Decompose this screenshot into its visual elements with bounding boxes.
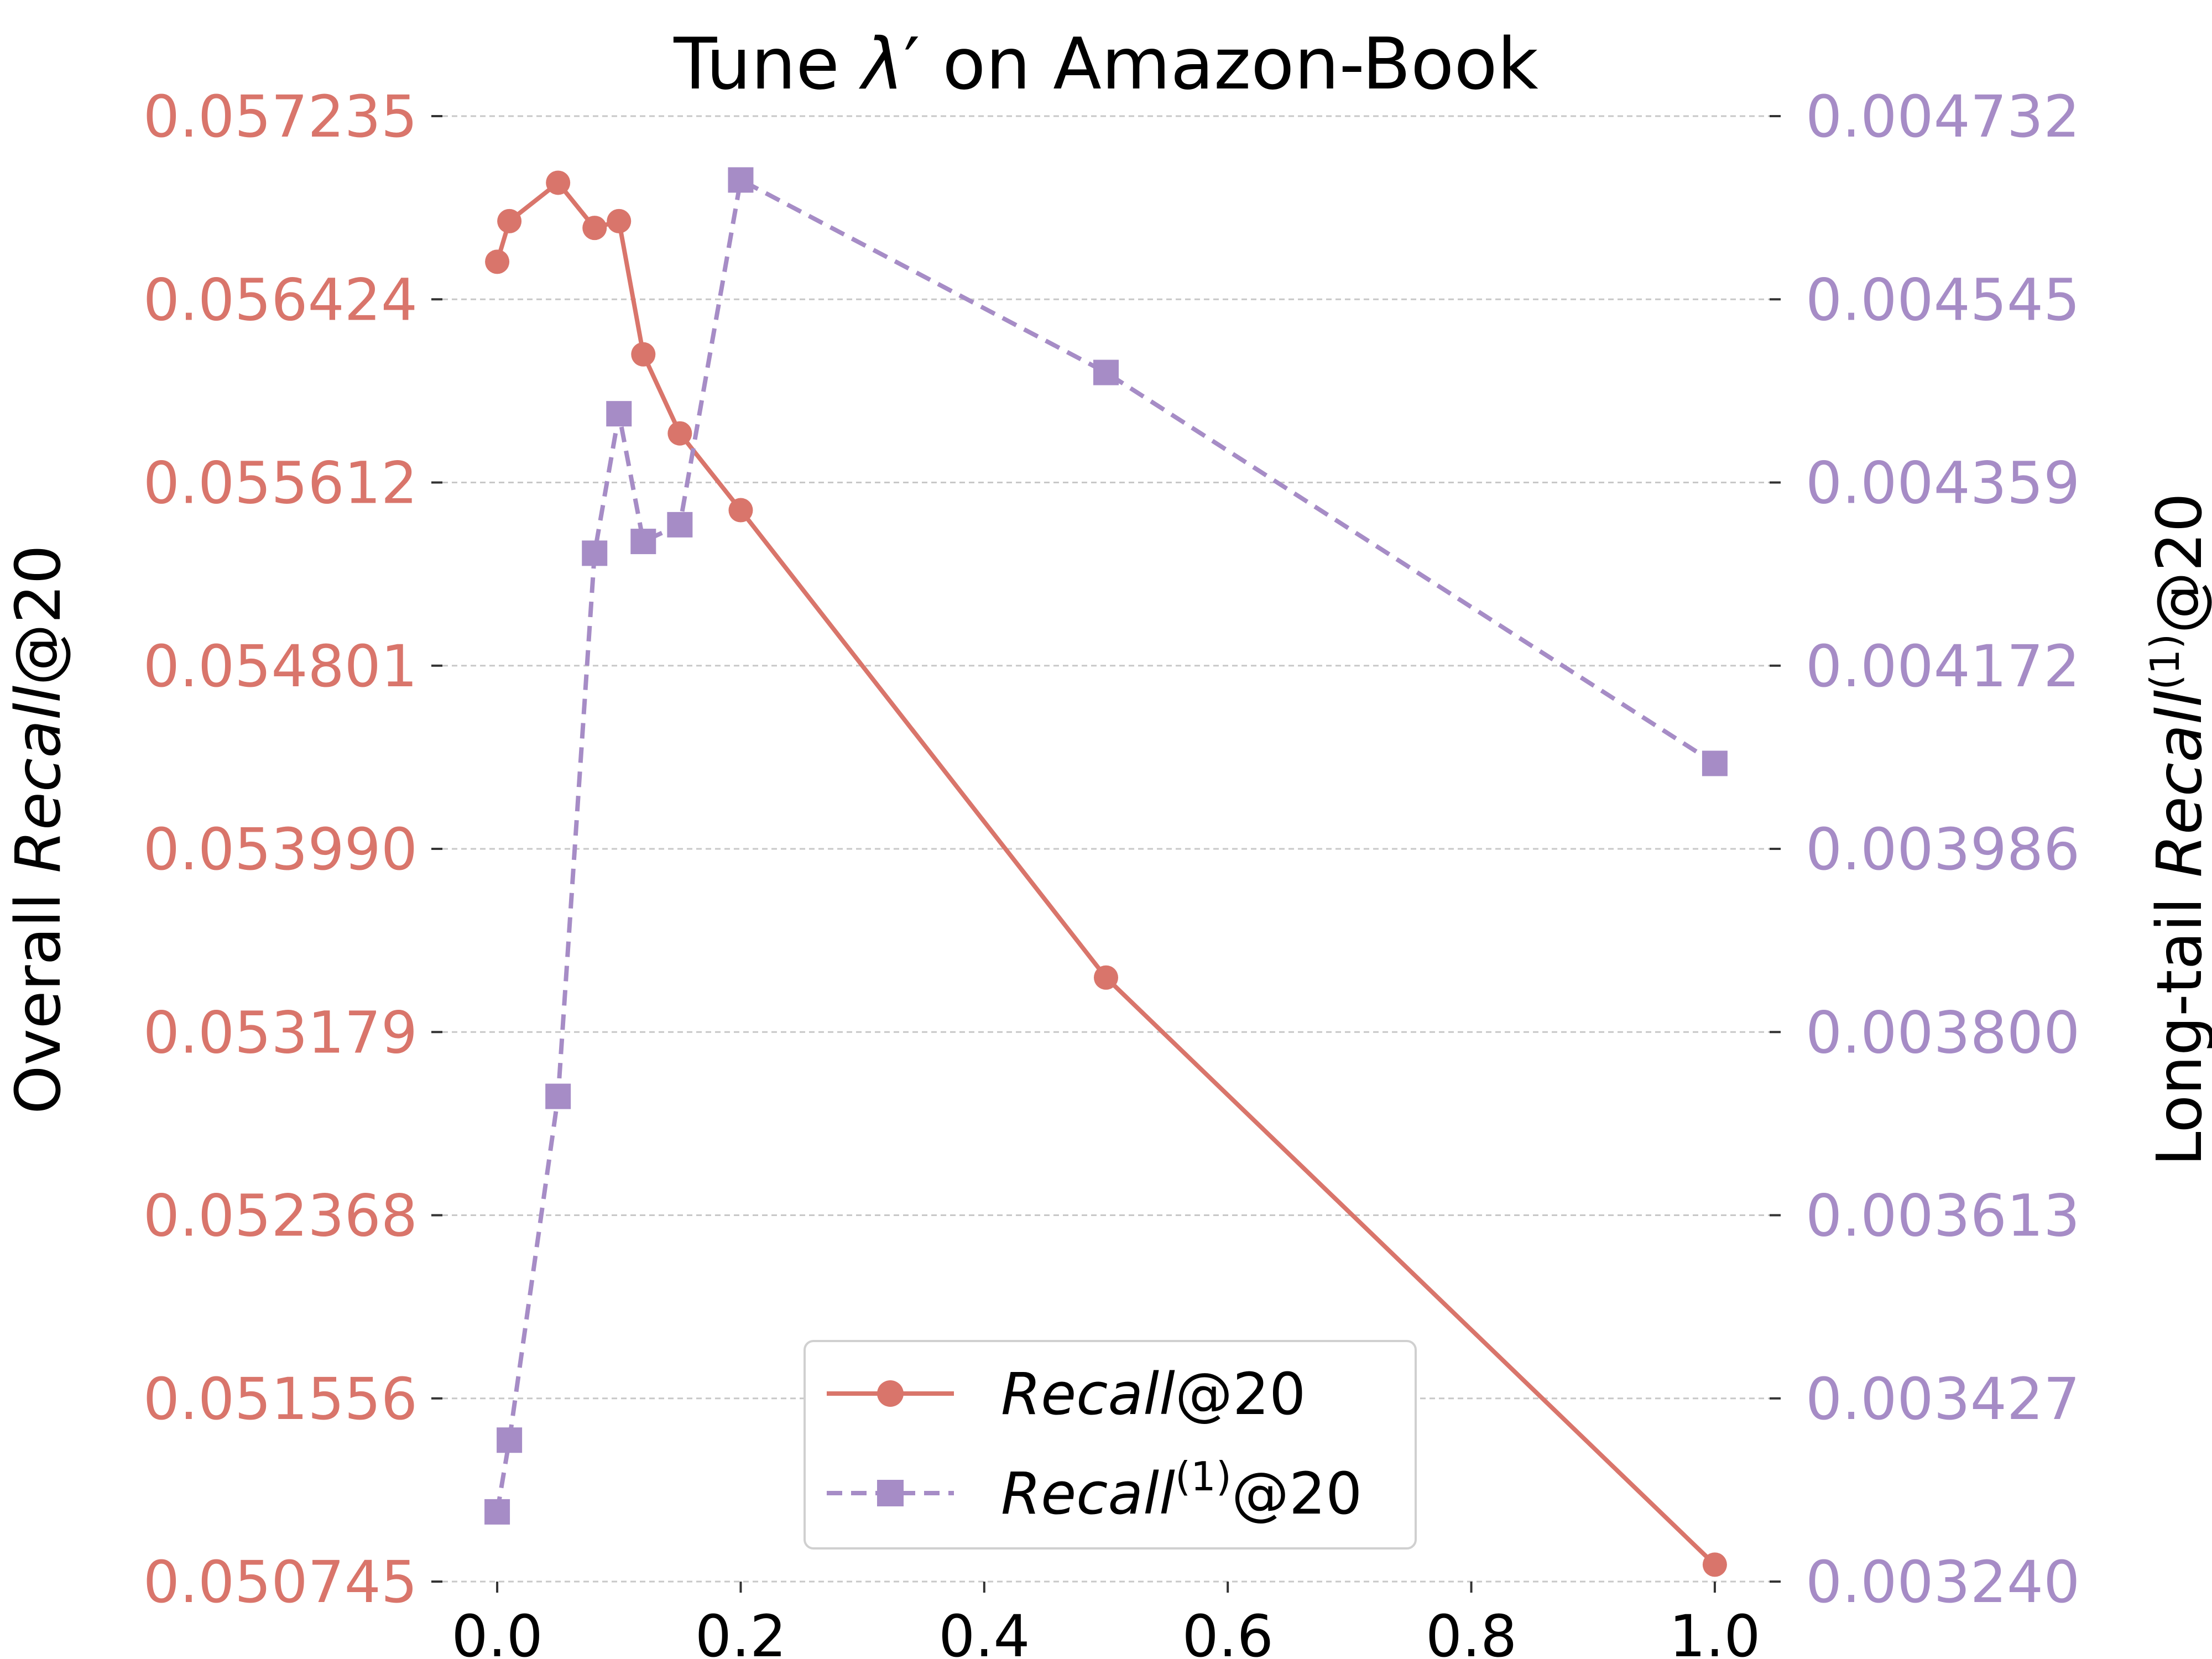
- data-point-recall: [485, 249, 510, 274]
- series-layer: [484, 167, 1728, 1577]
- axes: 0.050745 0.003240 0.051556 0.003427 0.052368…: [143, 83, 2080, 1659]
- data-point-recall: [546, 170, 571, 195]
- y-right-tick-label: 0.004359: [1806, 450, 2080, 517]
- x-tick-label: 0.8: [1426, 1603, 1517, 1659]
- y-left-tick-label: 0.050745: [143, 1548, 418, 1616]
- legend-label-recall1: Recall(1)@20: [1001, 1453, 1362, 1527]
- x-tick-label: 0.6: [1182, 1603, 1273, 1659]
- y-right-tick-label: 0.003427: [1806, 1365, 2080, 1433]
- data-point-recall1: [1702, 750, 1728, 776]
- y-left-tick-label: 0.053990: [143, 816, 418, 883]
- y-right-tick-label: 0.004545: [1806, 266, 2080, 333]
- data-point-recall: [667, 421, 692, 446]
- legend-label-recall: Recall@20: [1001, 1360, 1306, 1428]
- legend-box: [804, 1340, 1417, 1550]
- data-point-recall: [607, 208, 632, 233]
- data-point-recall1: [728, 167, 754, 193]
- y-axis-left-label: Overall Recall@20: [3, 545, 75, 1114]
- data-point-recall1: [667, 512, 693, 538]
- data-point-recall: [1702, 1552, 1727, 1577]
- y-left-tick-label: 0.056424: [143, 266, 418, 333]
- data-point-recall: [497, 208, 522, 233]
- data-point-recall: [1094, 965, 1118, 990]
- y-left-tick-label: 0.057235: [143, 83, 418, 150]
- data-point-recall1: [484, 1499, 510, 1525]
- y-right-tick-label: 0.003986: [1806, 816, 2080, 883]
- data-point-recall1: [1093, 359, 1119, 385]
- legend-marker-recall: [877, 1380, 904, 1407]
- x-tick-label: 1.0: [1669, 1603, 1760, 1659]
- data-point-recall1: [606, 401, 632, 427]
- y-right-tick-label: 0.003800: [1806, 999, 2080, 1066]
- y-left-tick-label: 0.052368: [143, 1182, 418, 1250]
- series-line-0: [495, 180, 1717, 1567]
- data-point-recall1: [582, 540, 608, 566]
- data-point-recall1: [545, 1083, 571, 1109]
- y-left-tick-label: 0.054801: [143, 633, 418, 700]
- y-left-tick-label: 0.051556: [143, 1365, 418, 1433]
- series-line-1: [495, 178, 1717, 1512]
- x-tick-label: 0.2: [695, 1603, 786, 1659]
- x-tick-label: 0.4: [938, 1603, 1030, 1659]
- data-point-recall: [631, 342, 656, 367]
- y-right-tick-label: 0.004732: [1806, 83, 2080, 150]
- y-left-tick-label: 0.055612: [143, 450, 418, 517]
- y-right-tick-label: 0.004172: [1806, 633, 2080, 700]
- chart-title: Tune λ′ on Amazon-Book: [673, 23, 1538, 106]
- legend-marker-recall1: [877, 1480, 904, 1506]
- data-point-recall1: [497, 1427, 523, 1453]
- y-right-tick-label: 0.003613: [1806, 1182, 2080, 1250]
- legend: Recall@20 Recall(1)@20: [804, 1340, 1417, 1550]
- data-point-recall: [728, 498, 753, 523]
- y-left-tick-label: 0.053179: [143, 999, 418, 1066]
- y-right-tick-label: 0.003240: [1806, 1548, 2080, 1616]
- x-tick-label: 0.0: [451, 1603, 542, 1659]
- data-point-recall: [582, 216, 607, 241]
- y-axis-right-label: Long-tail Recall(1)@20: [2142, 493, 2212, 1166]
- data-point-recall1: [630, 529, 656, 555]
